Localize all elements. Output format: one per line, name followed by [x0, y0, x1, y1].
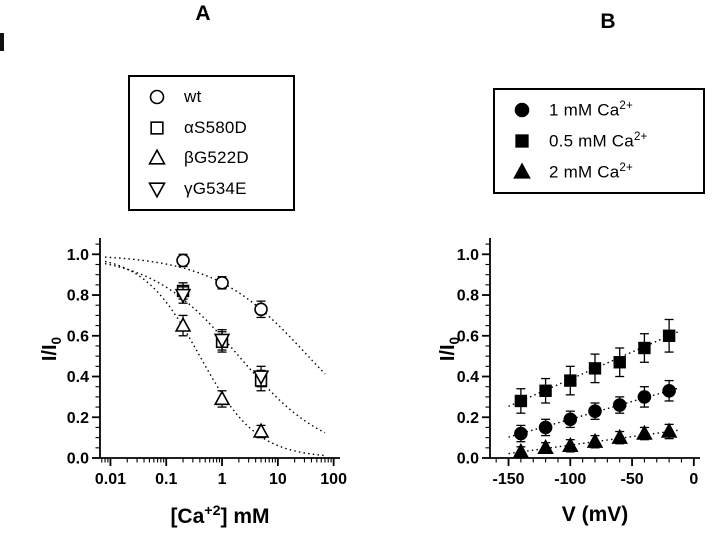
svg-text:0.2: 0.2 — [67, 410, 89, 427]
panel-b-label: B — [600, 10, 616, 33]
svg-text:100: 100 — [320, 471, 347, 488]
panel-b-legend: 1 mM Ca2+ 0.5 mM Ca2+ 2 mM Ca2+ — [493, 88, 705, 194]
legend-item-05mm-ca: 0.5 mM Ca2+ — [509, 130, 703, 152]
panel-b-y-axis-label: I/I0 — [437, 336, 462, 362]
svg-text:0.6: 0.6 — [67, 328, 89, 345]
series-gG534E — [174, 286, 270, 388]
fit-curves — [104, 256, 326, 457]
legend-item-as580d: αS580D — [144, 117, 293, 139]
panel-a-label: A — [195, 2, 211, 25]
svg-text:-50: -50 — [620, 471, 643, 488]
axes: 0.0 0.2 0.4 0.6 0.8 1.0 0.01 0.1 1 10 100 — [67, 238, 347, 488]
square-open-marker-icon — [150, 120, 164, 135]
svg-text:0.2: 0.2 — [457, 410, 479, 427]
legend-label-2mm-ca: 2 mM Ca2+ — [549, 161, 633, 182]
svg-text:0.8: 0.8 — [457, 288, 479, 305]
svg-text:1: 1 — [218, 471, 227, 488]
svg-text:0.0: 0.0 — [457, 451, 479, 468]
series-0.5 mM Ca2+ — [514, 318, 676, 414]
svg-text:1.0: 1.0 — [457, 247, 479, 264]
legend-label-gg534e: γG534E — [184, 179, 247, 199]
series-1 mM Ca2+ — [514, 379, 676, 443]
scan-artifact — [0, 33, 4, 51]
series-2 mM Ca2+ — [512, 422, 678, 459]
legend-label-05mm-ca: 0.5 mM Ca2+ — [549, 130, 648, 151]
panel-a-legend: wt αS580D βG522D γG534E — [128, 75, 295, 211]
svg-text:0.8: 0.8 — [67, 288, 89, 305]
legend-item-1mm-ca: 1 mM Ca2+ — [509, 99, 703, 121]
legend-item-wt: wt — [144, 86, 293, 108]
legend-label-as580d: αS580D — [184, 117, 248, 137]
panel-b-x-axis-label: V (mV) — [561, 503, 629, 526]
triangle-filled-marker-icon — [513, 162, 531, 179]
svg-text:-150: -150 — [493, 471, 525, 488]
legend-label-bg522d: βG522D — [184, 148, 249, 168]
panel-b-plot: 0.0 0.2 0.4 0.6 0.8 1.0 -150 -100 -50 0 — [457, 238, 700, 488]
panel-a-y-axis-label: I/I0 — [39, 336, 64, 362]
legend-item-bg522d: βG522D — [144, 147, 293, 169]
triangle-down-open-marker-icon — [148, 182, 166, 199]
svg-text:0.6: 0.6 — [457, 328, 479, 345]
series-bG522D — [174, 314, 270, 439]
series-wt — [176, 253, 268, 319]
circle-filled-marker-icon — [514, 102, 530, 118]
axes: 0.0 0.2 0.4 0.6 0.8 1.0 -150 -100 -50 0 — [457, 238, 700, 488]
svg-text:0.4: 0.4 — [67, 369, 89, 386]
svg-text:0: 0 — [689, 471, 698, 488]
panel-a-x-axis-label: [Ca+2] mM — [170, 503, 270, 528]
svg-text:-100: -100 — [554, 471, 586, 488]
svg-text:10: 10 — [269, 471, 287, 488]
svg-text:0.01: 0.01 — [95, 471, 126, 488]
legend-item-2mm-ca: 2 mM Ca2+ — [509, 161, 703, 183]
legend-label-wt: wt — [184, 86, 202, 106]
svg-text:0.0: 0.0 — [67, 451, 89, 468]
legend-item-gg534e: γG534E — [144, 178, 293, 200]
svg-text:0.4: 0.4 — [457, 369, 479, 386]
svg-text:0.1: 0.1 — [155, 471, 177, 488]
svg-text:1.0: 1.0 — [67, 247, 89, 264]
square-filled-marker-icon — [515, 134, 529, 148]
panel-a-plot: 0.0 0.2 0.4 0.6 0.8 1.0 0.01 0.1 1 10 100 — [67, 238, 347, 488]
legend-label-1mm-ca: 1 mM Ca2+ — [549, 99, 633, 120]
triangle-up-open-marker-icon — [148, 148, 166, 166]
circle-open-marker-icon — [149, 89, 165, 105]
